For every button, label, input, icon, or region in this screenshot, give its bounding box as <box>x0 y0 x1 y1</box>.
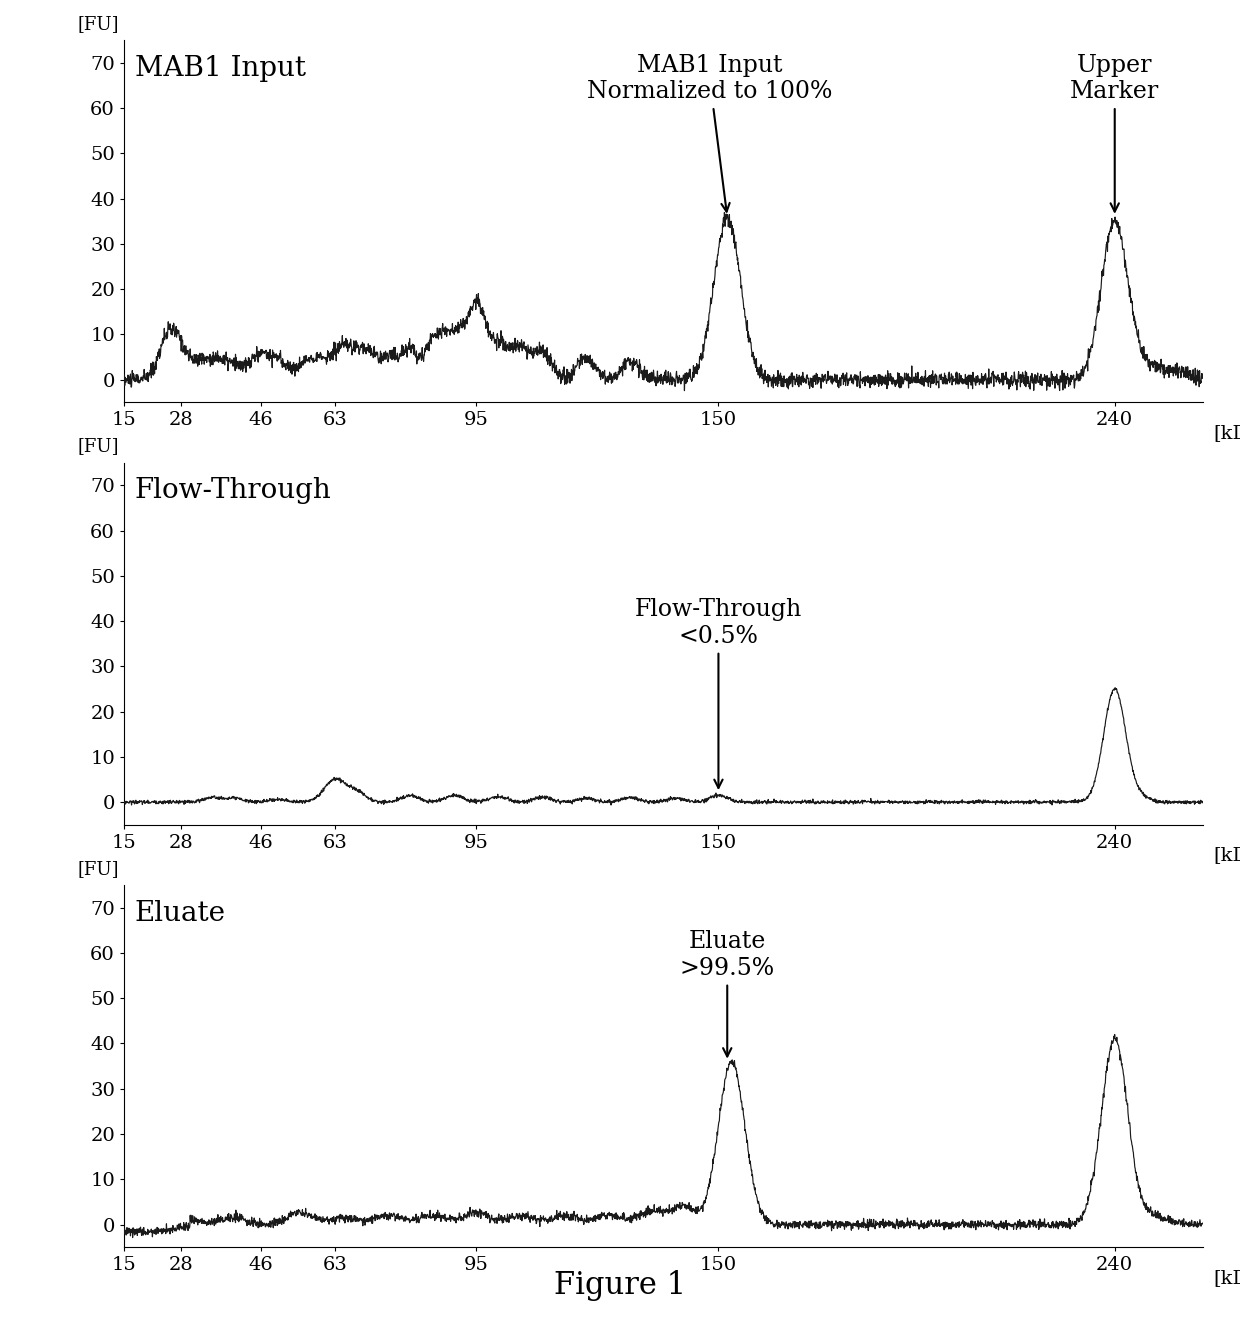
Text: Figure 1: Figure 1 <box>554 1270 686 1301</box>
Text: [kDa]: [kDa] <box>1214 424 1240 443</box>
Text: Eluate: Eluate <box>135 900 226 927</box>
Text: [kDa]: [kDa] <box>1214 1269 1240 1287</box>
Text: MAB1 Input
Normalized to 100%: MAB1 Input Normalized to 100% <box>587 54 832 212</box>
Text: Upper
Marker: Upper Marker <box>1070 54 1159 212</box>
Text: MAB1 Input: MAB1 Input <box>135 55 306 82</box>
Text: [kDa]: [kDa] <box>1214 846 1240 865</box>
Text: [FU]: [FU] <box>77 15 119 34</box>
Text: Flow-Through: Flow-Through <box>135 477 331 504</box>
Text: Flow-Through
<0.5%: Flow-Through <0.5% <box>635 598 802 789</box>
Text: [FU]: [FU] <box>77 860 119 878</box>
Text: [FU]: [FU] <box>77 437 119 456</box>
Text: Eluate
>99.5%: Eluate >99.5% <box>680 931 775 1057</box>
